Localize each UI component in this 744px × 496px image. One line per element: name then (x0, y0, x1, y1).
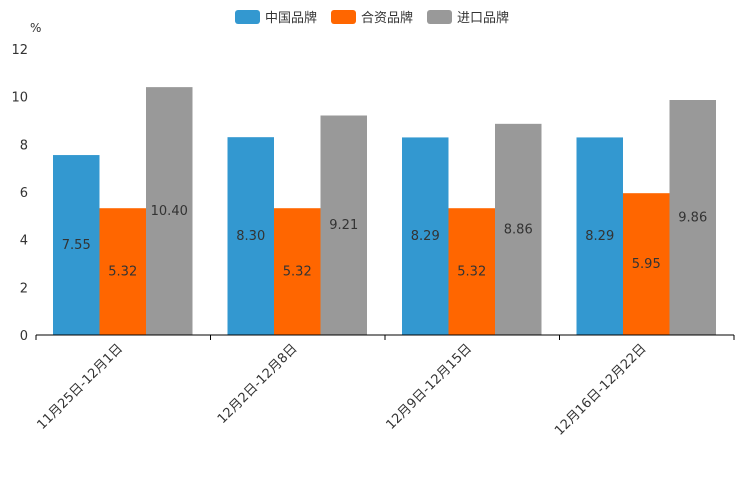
bar-value-label: 5.32 (108, 265, 137, 280)
bar-1-2 (448, 208, 495, 335)
legend: 中国品牌 合资品牌 进口品牌 (0, 7, 744, 26)
legend-swatch-joint (330, 9, 356, 24)
x-category-label: 12月9日-12月15日 (383, 341, 475, 433)
legend-label-import: 进口品牌 (457, 11, 510, 26)
y-tick-label: 0 (20, 329, 28, 344)
x-category-label: 12月2日-12月8日 (215, 341, 301, 427)
x-category-label: 12月16日-12月22日 (552, 341, 649, 438)
y-tick-label: 4 (20, 234, 28, 249)
bar-value-label: 9.86 (678, 211, 707, 226)
bar-1-1 (274, 208, 321, 335)
bar-0-2 (402, 137, 449, 335)
bar-value-label: 5.95 (632, 257, 661, 272)
bar-0-0 (53, 155, 100, 335)
bar-2-2 (495, 123, 542, 335)
bar-value-label: 5.32 (283, 265, 312, 280)
bar-value-label: 8.30 (236, 229, 265, 244)
y-tick-label: 12 (11, 43, 28, 58)
y-tick-label: 2 (20, 281, 28, 296)
y-tick-label: 6 (20, 186, 28, 201)
legend-label-joint: 合资品牌 (360, 11, 413, 26)
bar-2-3 (669, 100, 716, 336)
bar-2-0 (146, 87, 193, 335)
bar-1-0 (99, 208, 146, 335)
bar-0-1 (227, 137, 274, 335)
legend-item-china[interactable]: 中国品牌 (234, 7, 317, 26)
bar-0-3 (576, 137, 623, 335)
bar-value-label: 5.32 (457, 265, 486, 280)
legend-item-import[interactable]: 进口品牌 (427, 7, 509, 26)
y-axis-unit: % (30, 21, 42, 35)
bar-2-1 (320, 115, 367, 336)
x-category-label: 11月25日-12月1日 (34, 341, 126, 433)
legend-swatch-china (234, 9, 260, 24)
y-tick-label: 10 (11, 91, 28, 106)
y-tick-label: 8 (20, 138, 28, 153)
bar-value-label: 7.55 (62, 238, 91, 253)
bar-1-3 (623, 193, 670, 335)
bar-value-label: 8.29 (585, 229, 614, 244)
legend-item-joint[interactable]: 合资品牌 (330, 7, 413, 26)
bar-value-label: 8.29 (411, 229, 440, 244)
bar-value-label: 10.40 (151, 204, 188, 219)
bar-value-label: 8.86 (504, 222, 533, 237)
legend-label-china: 中国品牌 (264, 11, 317, 26)
legend-swatch-import (427, 9, 452, 24)
bar-value-label: 9.21 (329, 218, 358, 233)
